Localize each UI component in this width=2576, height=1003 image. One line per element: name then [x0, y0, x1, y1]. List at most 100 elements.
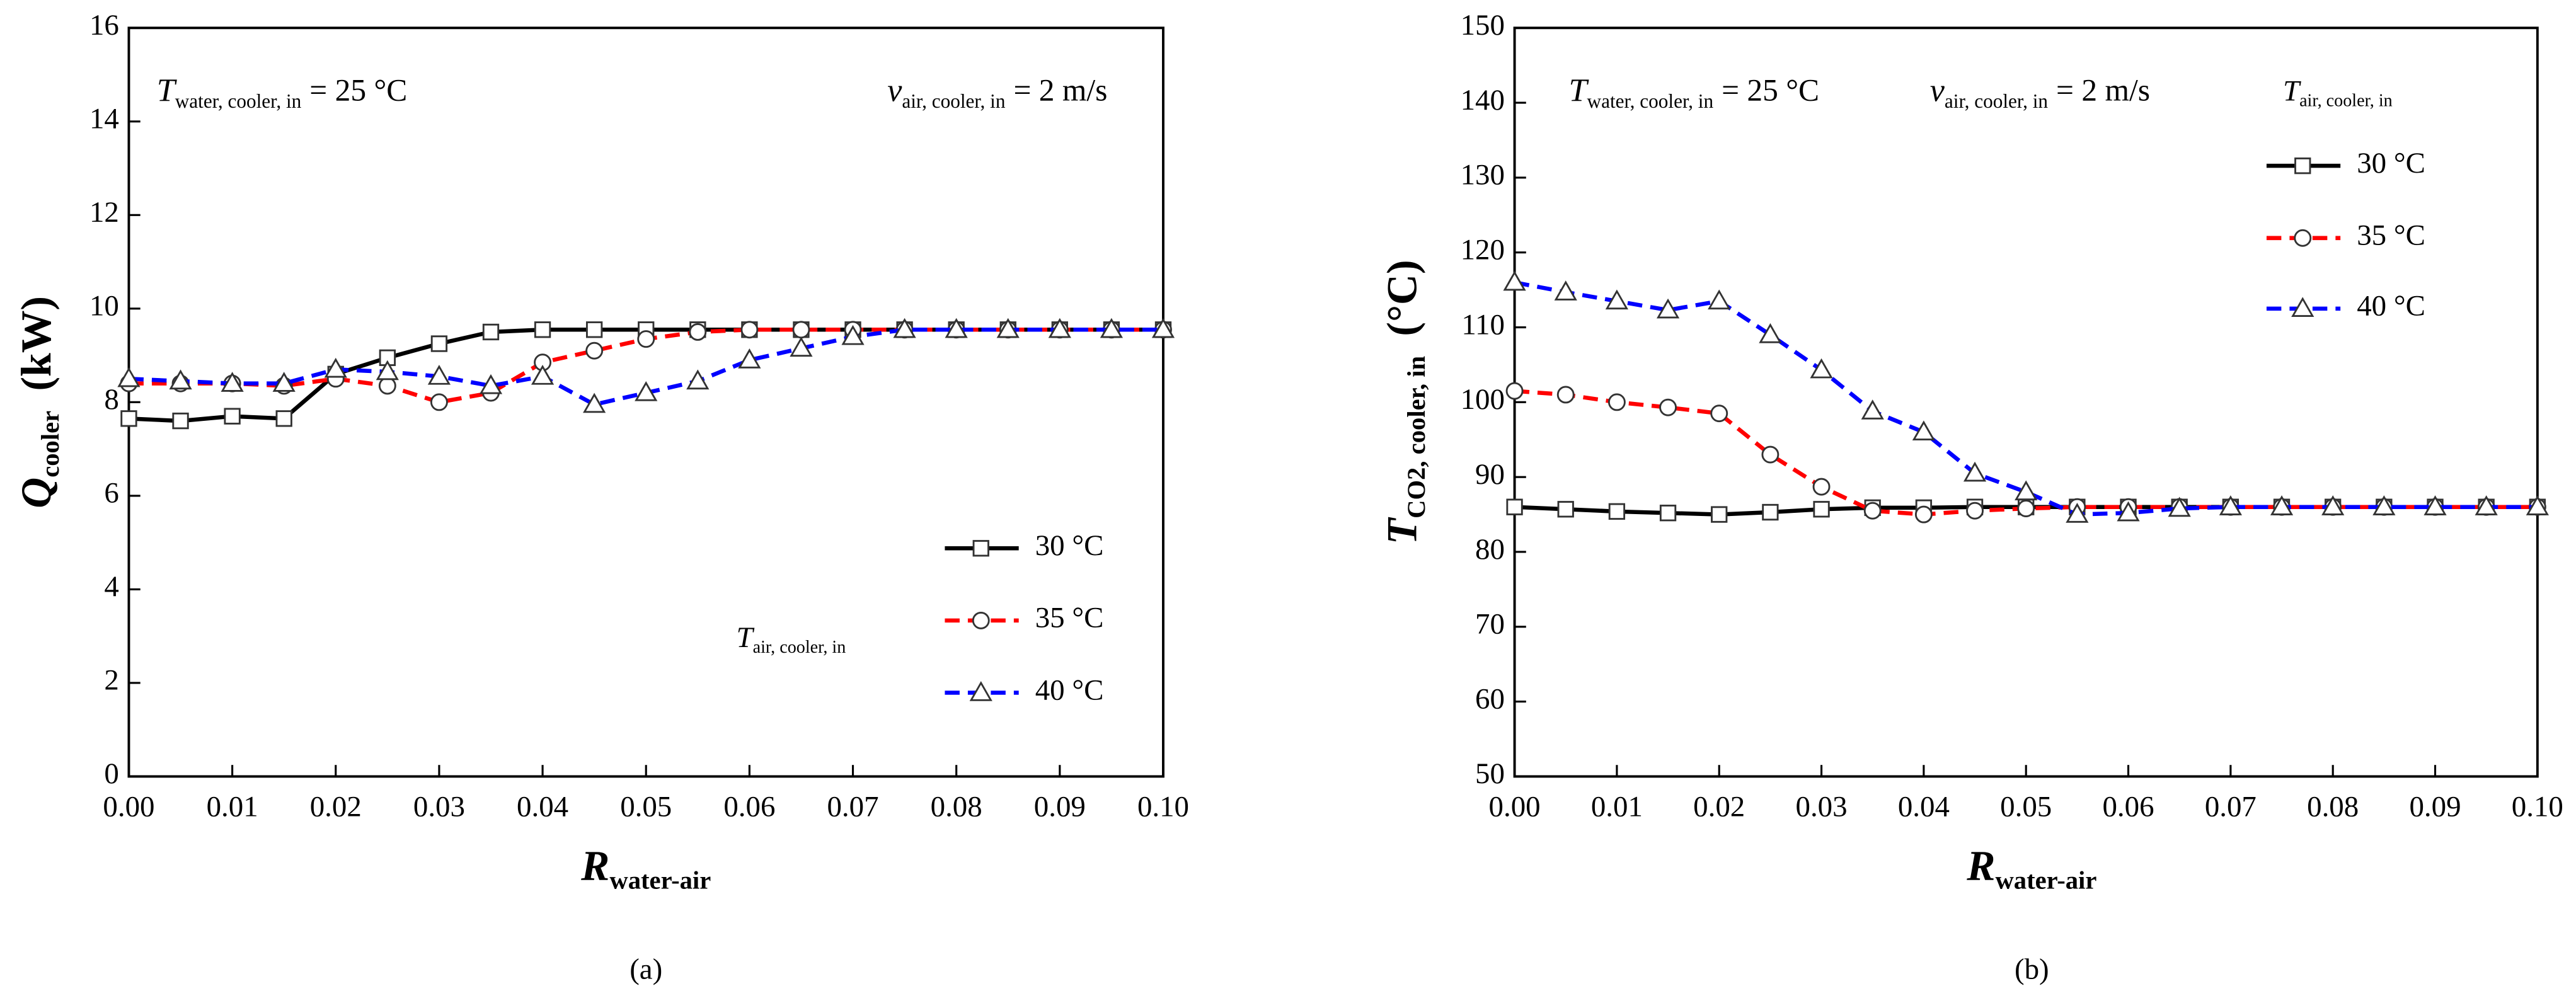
marker	[2168, 496, 2191, 517]
annotation: Twater, cooler, in = 25 °C	[1569, 72, 1820, 112]
marker	[635, 381, 658, 401]
marker	[1503, 270, 1526, 291]
annotation: vair, cooler, in = 2 m/s	[887, 72, 1107, 112]
symbol: Q	[12, 478, 59, 508]
text: = 2 m/s	[1014, 73, 1108, 108]
y-tick-label: 80	[1475, 533, 1505, 566]
y-tick-label: 120	[1461, 234, 1505, 267]
legend-marker	[969, 681, 992, 701]
symbol: R	[580, 842, 609, 889]
marker	[430, 393, 448, 411]
symbol: T	[737, 621, 755, 654]
marker	[1711, 506, 1728, 523]
marker	[479, 374, 503, 394]
x-tick-label: 0.01	[1591, 790, 1643, 823]
x-tick-label: 0.03	[413, 790, 465, 823]
marker	[169, 369, 192, 390]
y-tick-label: 4	[104, 570, 118, 603]
symbol: v	[1930, 72, 1945, 108]
y-tick-label: 130	[1461, 159, 1505, 192]
marker	[272, 372, 296, 392]
x-axis-label: Rwater-air	[1966, 842, 2096, 894]
marker	[585, 341, 604, 360]
marker	[2475, 495, 2498, 515]
subscript: water, cooler, in	[1587, 90, 1714, 112]
y-tick-label: 60	[1475, 682, 1505, 715]
symbol: T	[157, 72, 178, 108]
subscript: air, cooler, in	[753, 638, 846, 658]
marker	[2219, 495, 2242, 515]
text: = 25 °C	[309, 73, 407, 108]
marker	[1810, 358, 1833, 379]
marker	[224, 408, 241, 425]
marker	[1659, 505, 1677, 522]
legend-marker	[972, 540, 989, 557]
marker	[2066, 503, 2089, 523]
y-tick-label: 0	[104, 757, 118, 790]
legend-label: 30 °C	[1035, 529, 1104, 562]
marker	[945, 318, 968, 338]
x-tick-label: 0.10	[1137, 790, 1189, 823]
legend-marker	[972, 611, 990, 629]
y-tick-label: 140	[1461, 84, 1505, 117]
x-tick-label: 0.06	[2102, 790, 2154, 823]
marker	[1762, 503, 1779, 521]
legend-label: 35 °C	[2357, 219, 2425, 252]
panel-label: (a)	[630, 953, 662, 985]
marker	[893, 318, 916, 338]
marker	[1912, 420, 1935, 441]
legend-marker	[2291, 297, 2314, 318]
y-tick-label: 6	[104, 477, 118, 510]
marker	[689, 323, 707, 341]
y-tick-label: 2	[104, 664, 118, 697]
y-tick-label: 110	[1461, 308, 1505, 341]
marker	[221, 372, 244, 392]
legend-title: Tair, cooler, in	[737, 621, 846, 658]
x-tick-label: 0.00	[103, 790, 154, 823]
marker	[2321, 495, 2345, 515]
symbol: T	[2283, 74, 2301, 107]
marker	[1048, 318, 1071, 338]
marker	[686, 369, 710, 390]
marker	[790, 336, 813, 357]
x-tick-label: 0.09	[1034, 790, 1086, 823]
x-tick-label: 0.06	[723, 790, 775, 823]
marker	[1708, 289, 1731, 310]
symbol: v	[887, 72, 902, 108]
y-tick-label: 16	[89, 9, 119, 42]
marker	[1861, 399, 1884, 420]
marker	[2117, 501, 2140, 522]
legend-label: 30 °C	[2357, 147, 2425, 180]
subscript: CO2, cooler, in	[1402, 356, 1430, 519]
x-tick-label: 0.09	[2409, 790, 2461, 823]
subscript: air, cooler, in	[1945, 90, 2048, 112]
marker	[120, 410, 137, 427]
panel-label: (b)	[2015, 953, 2049, 985]
y-tick-label: 90	[1475, 458, 1505, 491]
x-tick-label: 0.01	[207, 790, 258, 823]
marker	[2526, 495, 2549, 515]
x-tick-label: 0.04	[1898, 790, 1950, 823]
marker	[427, 364, 451, 385]
marker	[1914, 505, 1933, 524]
marker	[841, 324, 865, 345]
marker	[1813, 501, 1830, 518]
marker	[1557, 501, 1574, 518]
x-axis-label: Rwater-air	[580, 842, 711, 894]
marker	[376, 360, 399, 381]
unit: (kW)	[12, 296, 59, 391]
marker	[740, 321, 759, 339]
marker	[117, 367, 141, 387]
x-tick-label: 0.10	[2512, 790, 2563, 823]
x-tick-label: 0.02	[1693, 790, 1745, 823]
legend-label: 40 °C	[1035, 673, 1104, 706]
y-tick-label: 14	[89, 103, 119, 135]
marker	[738, 348, 761, 369]
subscript: water-air	[1995, 866, 2096, 895]
marker	[996, 318, 1020, 338]
marker	[637, 330, 655, 348]
marker	[1100, 318, 1124, 338]
symbol: T	[1569, 72, 1590, 108]
marker	[1505, 382, 1524, 400]
